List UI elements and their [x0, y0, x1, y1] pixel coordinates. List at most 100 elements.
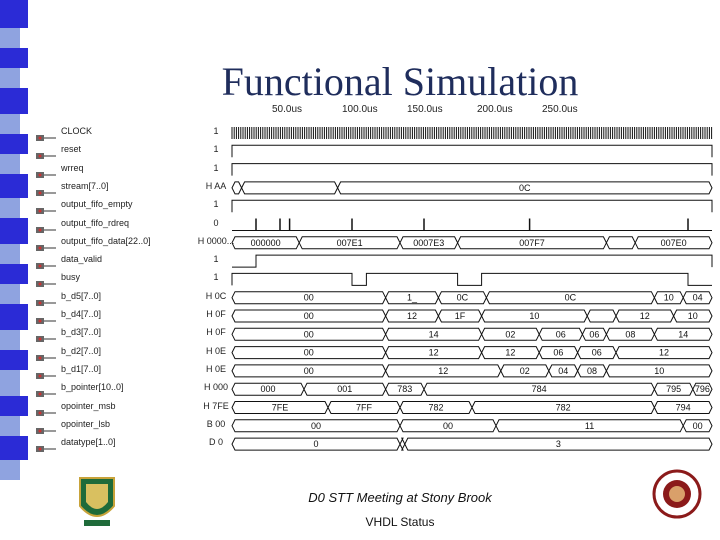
signal-value: D 0	[208, 437, 223, 448]
signal-icon	[36, 440, 56, 453]
stripe-block	[0, 350, 28, 370]
signal-name: CLOCK	[61, 126, 93, 136]
signal-row[interactable]: b_d1[7..0] H 0E	[30, 362, 720, 380]
signal-icon	[36, 184, 56, 196]
signal-name: b_d1[7..0]	[61, 363, 102, 374]
stripe-block	[0, 264, 28, 284]
signal-row[interactable]: data_valid 1	[30, 252, 720, 270]
signal-name: stream[7..0]	[61, 180, 109, 191]
signal-name: wrreq	[61, 162, 84, 173]
signal-name: b_d3[7..0]	[61, 327, 102, 338]
signal-row[interactable]: opointer_msb H 7FE	[30, 399, 720, 417]
stripe-block	[0, 134, 28, 154]
signal-value: 1	[213, 199, 219, 210]
signal-row[interactable]: opointer_lsb B 00	[30, 417, 720, 435]
time-axis-label: 150.0us	[407, 104, 443, 115]
signal-value: H 0E	[205, 363, 226, 374]
stripe-block	[0, 48, 28, 68]
stripe-block	[0, 28, 20, 48]
signal-icon	[36, 385, 56, 398]
signal-value: H 0E	[205, 345, 226, 356]
signal-value: H 000	[203, 382, 229, 393]
stripe-block	[0, 154, 20, 174]
footer-subtitle: VHDL Status	[365, 515, 435, 529]
stripe-block	[0, 114, 20, 134]
signal-row[interactable]: output_fifo_rdreq 0	[30, 216, 720, 234]
stripe-block	[0, 174, 28, 198]
signal-name: b_d2[7..0]	[61, 345, 102, 356]
signal-icon	[36, 147, 56, 160]
signal-row[interactable]: b_pointer[10..0] H 000	[30, 380, 720, 398]
signal-value: 1	[213, 272, 219, 283]
signal-name: opointer_msb	[61, 400, 116, 411]
signal-name: reset	[61, 144, 82, 155]
signal-icon	[36, 330, 56, 343]
university-crest-logo	[79, 477, 115, 526]
stripe-block	[0, 244, 20, 264]
stripe-block	[0, 68, 20, 88]
footer-meeting-text: D0 STT Meeting at Stony Brook	[308, 490, 492, 505]
time-axis-label: 250.0us	[542, 104, 578, 115]
signal-row[interactable]: b_d4[7..0] H 0F	[30, 307, 720, 325]
signal-row[interactable]: output_fifo_data[22..0] H 0000...	[30, 234, 720, 252]
time-axis-label: 50.0us	[272, 104, 303, 115]
signal-row[interactable]: b_d3[7..0] H 0F	[30, 325, 720, 343]
signal-value: 1	[213, 254, 219, 265]
stripe-block	[0, 284, 20, 304]
signal-icon	[36, 349, 56, 361]
seal-logo	[652, 469, 702, 519]
stripe-block	[0, 370, 20, 396]
stripe-block	[0, 304, 28, 330]
signal-name: b_d4[7..0]	[61, 309, 102, 319]
signal-icon	[36, 257, 56, 270]
slide-title: Functional Simulation	[221, 59, 579, 104]
signal-value: H 0C	[205, 290, 227, 301]
signal-name: output_fifo_empty	[61, 199, 133, 210]
signal-value: H 7FE	[203, 400, 229, 411]
signal-name: b_pointer[10..0]	[61, 382, 124, 393]
signal-icon	[36, 166, 56, 178]
signal-value: 1	[213, 126, 219, 136]
decorative-side-stripe	[0, 0, 28, 540]
stripe-block	[0, 436, 28, 460]
signal-value: 0	[213, 217, 219, 228]
signal-icon	[36, 367, 56, 379]
stripe-block	[0, 330, 20, 350]
signal-value: B 00	[206, 418, 226, 429]
signal-row[interactable]: datatype[1..0] D 0	[30, 435, 720, 453]
signal-icon	[36, 312, 56, 324]
signal-value: 1	[213, 144, 219, 155]
signal-icon	[36, 294, 56, 306]
signal-row[interactable]: CLOCK 1	[30, 124, 720, 142]
signal-row[interactable]: b_d2[7..0] H 0E	[30, 344, 720, 362]
signal-icon	[36, 129, 56, 141]
signal-icon	[36, 404, 56, 416]
stripe-block	[0, 0, 28, 28]
stripe-block	[0, 198, 20, 218]
signal-row[interactable]: b_d5[7..0] H 0C	[30, 289, 720, 307]
signal-value: H 0F	[206, 327, 226, 338]
signal-icon	[36, 221, 56, 233]
signal-value: H AA	[205, 180, 227, 191]
signal-row[interactable]: reset 1	[30, 142, 720, 160]
time-axis-label: 200.0us	[477, 104, 513, 115]
signal-name: datatype[1..0]	[61, 437, 116, 448]
signal-value: H 0000...	[197, 235, 235, 246]
signal-icon	[36, 202, 56, 215]
time-axis-label: 100.0us	[342, 104, 378, 115]
signal-name: b_d5[7..0]	[61, 290, 102, 301]
signal-name: data_valid	[61, 254, 103, 265]
signal-row[interactable]: output_fifo_empty 1	[30, 197, 720, 215]
stripe-block	[0, 460, 20, 480]
signal-row[interactable]: stream[7..0] H AA	[30, 179, 720, 197]
signal-value: 1	[213, 162, 219, 173]
signal-name: output_fifo_rdreq	[61, 217, 130, 228]
waveform-viewer: 50.0us 100.0us 150.0us 200.0us 250.0us CLOCK…	[30, 104, 720, 464]
signal-row[interactable]: busy 1	[30, 270, 720, 288]
signal-row[interactable]: wrreq 1	[30, 161, 720, 179]
signal-icon	[36, 275, 56, 288]
stripe-block	[0, 218, 28, 244]
stripe-block	[0, 396, 28, 416]
stripe-block	[0, 88, 28, 114]
signal-icon	[36, 239, 56, 251]
